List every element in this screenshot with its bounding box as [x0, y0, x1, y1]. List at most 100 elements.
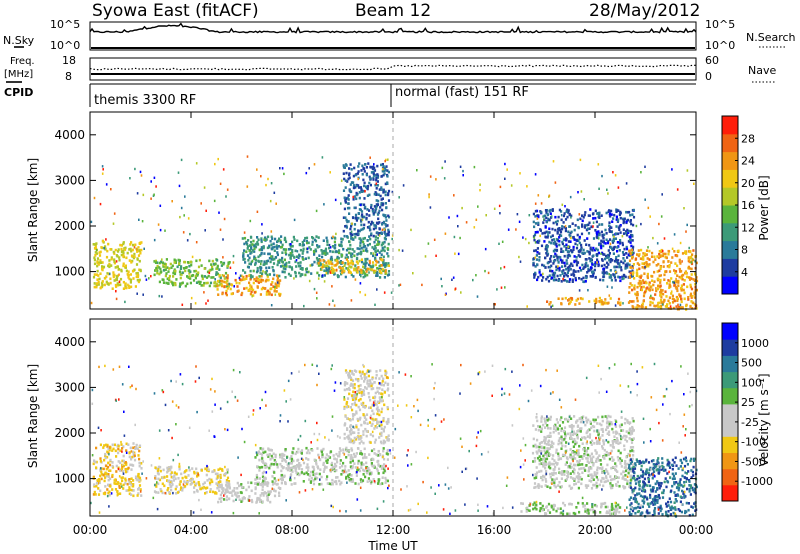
scatter-cell	[376, 274, 379, 277]
scatter-cell	[356, 417, 359, 421]
scatter-cell	[114, 488, 118, 491]
scatter-cell	[557, 432, 560, 435]
scatter-cell	[636, 253, 639, 256]
scatter-cell	[581, 214, 584, 217]
scatter-cell	[369, 479, 372, 483]
scatter-cell	[162, 263, 165, 267]
scatter-cell	[631, 269, 634, 273]
scatter-cell	[228, 486, 231, 490]
scatter-cell	[572, 451, 575, 454]
scatter-cell	[215, 282, 218, 286]
scatter-cell	[544, 266, 547, 269]
scatter-cell	[387, 199, 391, 202]
scatter-cell	[347, 220, 350, 223]
scatter-cell	[384, 216, 387, 219]
scatter-cell	[501, 240, 504, 243]
scatter-cell	[585, 223, 588, 227]
scatter-cell	[298, 254, 301, 258]
scatter-cell	[564, 436, 567, 440]
scatter-cell	[547, 265, 550, 269]
scatter-cell	[608, 221, 611, 224]
scatter-cell	[170, 266, 173, 269]
scatter-cell	[114, 266, 117, 269]
scatter-cell	[601, 447, 604, 450]
scatter-cell	[428, 195, 430, 199]
scatter-cell	[344, 465, 347, 468]
scatter-cell	[349, 183, 352, 186]
scatter-cell	[137, 246, 140, 249]
scatter-cell	[593, 263, 596, 267]
scatter-cell	[354, 377, 358, 381]
scatter-cell	[265, 465, 269, 469]
scatter-cell	[607, 256, 610, 259]
scatter-cell	[387, 387, 390, 390]
scatter-cell	[162, 468, 165, 472]
scatter-cell	[107, 461, 110, 465]
scatter-cell	[591, 439, 594, 443]
scatter-cell	[157, 468, 160, 471]
scatter-cell	[573, 438, 576, 441]
scatter-cell	[365, 466, 369, 469]
scatter-cell	[277, 284, 280, 288]
scatter-cell	[125, 442, 128, 446]
scatter-cell	[651, 251, 654, 255]
scatter-cell	[381, 223, 384, 226]
scatter-cell	[597, 237, 600, 240]
scatter-cell	[203, 281, 206, 285]
scatter-cell	[105, 467, 108, 471]
scatter-cell	[187, 217, 190, 220]
scatter-cell	[549, 418, 552, 421]
scatter-cell	[242, 269, 245, 272]
scatter-cell	[376, 386, 379, 390]
scatter-cell	[120, 268, 123, 272]
scatter-cell	[211, 490, 215, 494]
scatter-cell	[565, 273, 568, 277]
scatter-cell	[668, 296, 671, 299]
scatter-cell	[606, 188, 608, 191]
scatter-cell	[536, 217, 539, 220]
scatter-cell	[686, 285, 689, 289]
scatter-cell	[244, 261, 247, 264]
scatter-cell	[609, 260, 612, 264]
scatter-cell	[568, 455, 571, 459]
scatter-cell	[629, 219, 632, 222]
scatter-cell	[538, 459, 541, 462]
scatter-cell	[587, 484, 590, 487]
colorbar-tick-label: 20	[741, 177, 755, 190]
scatter-cell	[558, 467, 561, 471]
scatter-cell	[590, 225, 593, 228]
scatter-cell	[132, 277, 135, 280]
scatter-cell	[592, 217, 595, 220]
scatter-cell	[560, 435, 563, 439]
scatter-cell	[171, 282, 174, 285]
scatter-cell	[127, 276, 130, 279]
scatter-cell	[256, 453, 259, 457]
scatter-cell	[257, 255, 260, 259]
scatter-cell	[156, 271, 159, 275]
scatter-cell	[267, 455, 270, 458]
scatter-cell	[659, 265, 662, 269]
scatter-cell	[668, 302, 671, 305]
scatter-cell	[381, 476, 384, 479]
scatter-cell	[377, 478, 380, 481]
scatter-cell	[226, 486, 229, 489]
scatter-cell	[656, 242, 659, 245]
scatter-cell	[547, 234, 550, 237]
scatter-cell	[552, 160, 555, 163]
scatter-cell	[277, 245, 281, 248]
scatter-cell	[121, 479, 124, 483]
scatter-cell	[347, 474, 350, 478]
scatter-cell	[345, 224, 348, 228]
chart-title: Syowa East (fitACF)	[92, 1, 259, 21]
scatter-cell	[624, 474, 627, 477]
scatter-cell	[622, 261, 625, 265]
scatter-cell	[646, 276, 649, 280]
scatter-cell	[538, 470, 541, 473]
scatter-cell	[244, 271, 247, 274]
scatter-cell	[337, 454, 340, 458]
scatter-cell	[578, 277, 581, 280]
scatter-cell	[599, 242, 602, 245]
scatter-cell	[349, 369, 352, 373]
scatter-cell	[346, 405, 349, 409]
scatter-cell	[574, 463, 577, 467]
